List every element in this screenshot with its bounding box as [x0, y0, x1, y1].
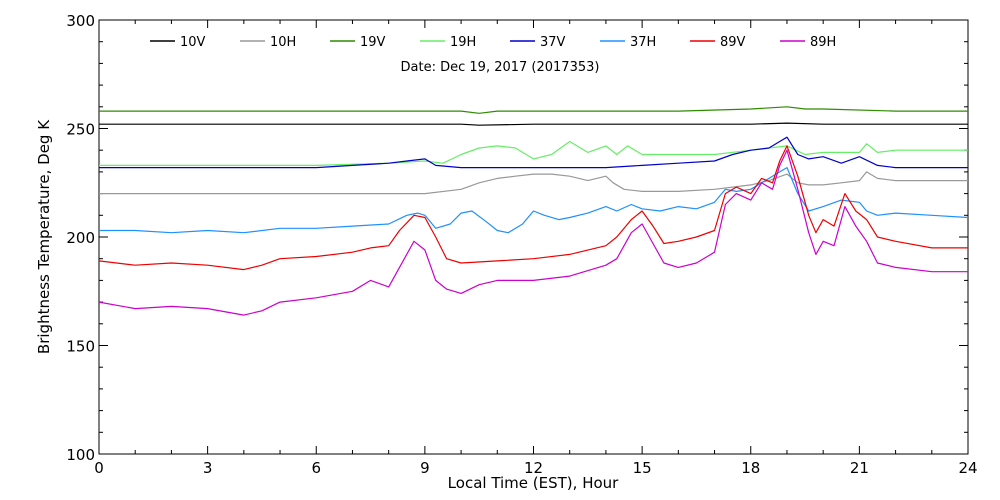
y-tick-label: 100 — [66, 446, 95, 464]
x-axis-label: Local Time (EST), Hour — [448, 474, 619, 492]
x-tick-label: 12 — [524, 459, 543, 477]
x-tick-label: 0 — [94, 459, 104, 477]
x-axis: 0 3 6 9 12 15 18 21 24 — [94, 20, 978, 477]
chart-title: Date: Dec 19, 2017 (2017353) — [401, 60, 600, 75]
series-line-37h — [99, 167, 969, 234]
series-line-10v — [99, 122, 968, 126]
legend: 10V 10H 19V 19H 37V 37H 89V 89H — [150, 35, 836, 50]
series-line-10h — [99, 171, 968, 195]
legend-label: 10H — [270, 35, 296, 50]
y-tick-label: 300 — [66, 12, 95, 30]
series-lines — [98, 106, 969, 316]
x-tick-label: 3 — [203, 459, 213, 477]
series-line-19v — [99, 106, 968, 114]
plot-frame — [98, 19, 969, 455]
x-tick-label: 24 — [958, 459, 977, 477]
legend-label: 19V — [360, 35, 386, 50]
x-tick-label: 6 — [311, 459, 321, 477]
y-tick-label: 250 — [66, 121, 95, 139]
y-tick-label: 200 — [66, 229, 95, 247]
legend-label: 37V — [540, 35, 566, 50]
x-tick-label: 21 — [850, 459, 869, 477]
legend-label: 19H — [450, 35, 476, 50]
series-line-19h — [99, 140, 968, 166]
legend-label: 89H — [810, 35, 836, 50]
y-axis-label: Brightness Temperature, Deg K — [35, 119, 53, 354]
legend-label: 10V — [180, 35, 206, 50]
y-tick-label: 150 — [66, 338, 95, 356]
legend-label: 37H — [630, 35, 656, 50]
series-line-89v — [98, 145, 968, 271]
legend-label: 89V — [720, 35, 746, 50]
x-tick-label: 9 — [420, 459, 430, 477]
y-axis: 100 150 200 250 300 — [66, 12, 968, 464]
x-tick-label: 18 — [741, 459, 760, 477]
series-line-89h — [98, 149, 968, 316]
x-tick-label: 15 — [633, 459, 652, 477]
series-line-37v — [99, 136, 968, 169]
